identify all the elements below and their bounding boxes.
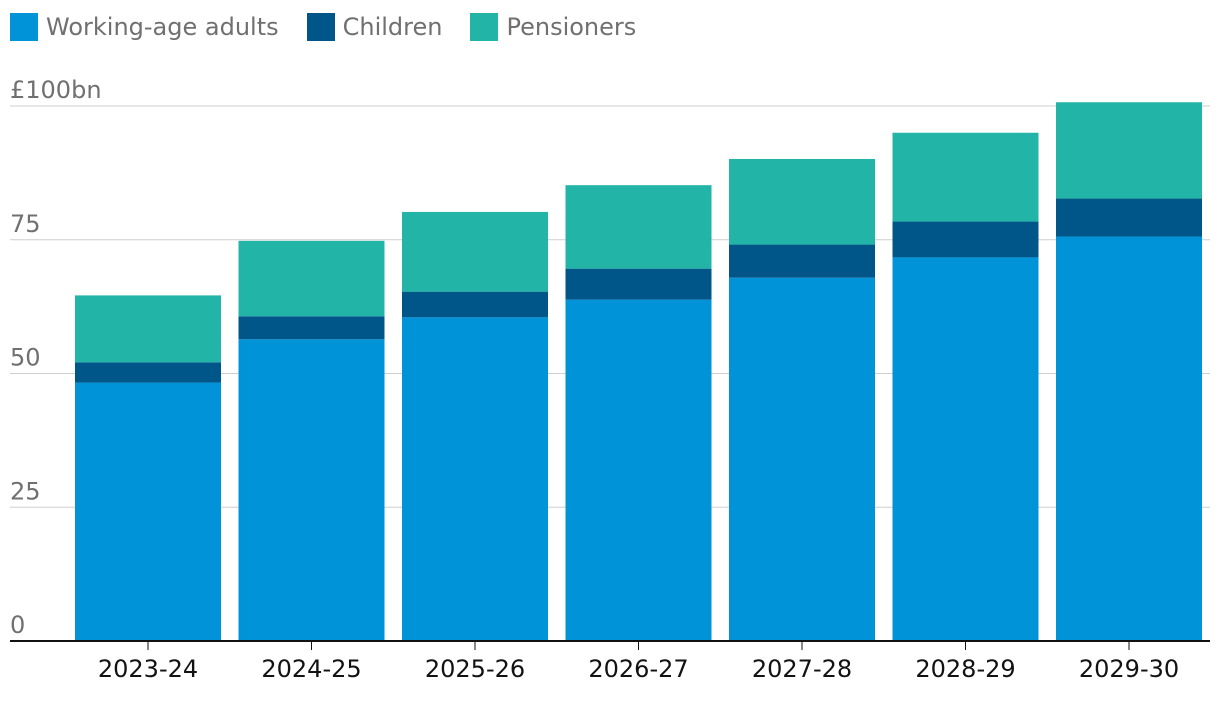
legend-swatch-pensioners [470,13,499,41]
bar-children-2024-25 [238,316,385,340]
x-tick-label-2025-26: 2025-26 [425,655,525,683]
bar-pensioners-2023-24 [75,295,221,363]
bar-pensioners-2025-26 [402,211,548,292]
bar-children-2027-28 [729,244,875,278]
y-tick-label-25: 25 [10,477,41,505]
bar-pensioners-2026-27 [565,185,712,269]
x-tick-label-2029-30: 2029-30 [1079,655,1179,683]
chart-legend: Working-age adults Children Pensioners [10,10,664,44]
legend-swatch-working-age-adults [10,13,38,41]
bar-pensioners-2028-29 [892,132,1039,222]
bar-working-age-adults-2024-25 [238,339,385,641]
bar-working-age-adults-2029-30 [1056,236,1202,642]
legend-swatch-children [306,13,335,41]
bar-working-age-adults-2027-28 [729,277,875,641]
legend-item-working-age-adults: Working-age adults [10,13,279,41]
bar-children-2029-30 [1056,198,1202,237]
legend-item-children: Children [306,13,443,41]
bar-working-age-adults-2025-26 [402,317,548,641]
bar-working-age-adults-2023-24 [75,382,221,641]
bar-pensioners-2027-28 [729,158,875,245]
legend-label-working-age-adults: Working-age adults [46,13,279,41]
y-tick-label-75: 75 [10,210,41,238]
legend-label-children: Children [342,13,443,41]
x-tick-label-2026-27: 2026-27 [588,655,688,683]
bar-children-2023-24 [75,362,221,383]
bar-children-2026-27 [565,268,712,300]
bar-children-2028-29 [892,221,1039,258]
y-tick-label-0: 0 [10,611,25,639]
bar-working-age-adults-2028-29 [892,257,1039,641]
x-tick-label-2024-25: 2024-25 [261,655,361,683]
x-tick-label-2023-24: 2023-24 [98,655,198,683]
legend-label-pensioners: Pensioners [506,13,637,41]
legend-item-pensioners: Pensioners [470,13,636,41]
bar-children-2025-26 [402,291,548,318]
bar-pensioners-2029-30 [1056,102,1202,199]
bar-working-age-adults-2026-27 [565,299,712,641]
x-tick-label-2028-29: 2028-29 [915,655,1015,683]
y-tick-label-50: 50 [10,344,41,372]
y-tick-label-100bn: £100bn [10,76,102,104]
x-tick-label-2027-28: 2027-28 [752,655,852,683]
bar-pensioners-2024-25 [238,240,385,317]
